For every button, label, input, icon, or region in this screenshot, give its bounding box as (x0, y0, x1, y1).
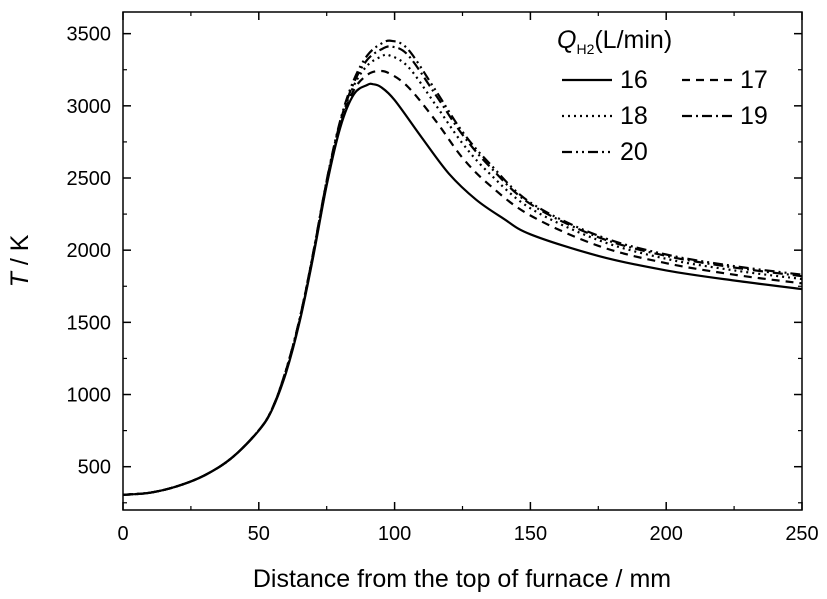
y-axis-title-symbol: T (6, 270, 34, 287)
x-tick-label: 200 (650, 523, 683, 545)
legend-title-unit: (L/min) (594, 26, 672, 54)
legend-label-19: 19 (740, 102, 768, 130)
series-line-20 (122, 39, 803, 496)
y-tick-label: 1500 (67, 312, 112, 334)
legend: QH2(L/min) 16 17 18 19 20 (557, 26, 768, 166)
series-line-18 (122, 53, 803, 496)
axis-tick-labels: 0 50 100 150 200 250 500 1000 1500 2000 2500 3000 35… (67, 24, 819, 545)
y-tick-label: 1000 (67, 385, 112, 407)
series-line-16 (122, 82, 803, 496)
series-lines (122, 39, 803, 496)
y-tick-label: 3500 (67, 24, 112, 46)
legend-title: QH2(L/min) (557, 26, 672, 57)
y-axis-title-unit: / K (6, 234, 34, 272)
plot-frame (122, 11, 803, 511)
series-line-19 (122, 45, 803, 496)
legend-title-symbol: Q (557, 26, 576, 54)
y-tick-label: 3000 (67, 96, 112, 118)
x-tick-label: 250 (785, 523, 818, 545)
y-axis-title: T / K (6, 234, 34, 287)
x-axis-title: Distance from the top of furnace / mm (253, 565, 671, 593)
legend-title-subscript: H2 (576, 41, 594, 57)
legend-label-18: 18 (620, 102, 648, 130)
x-tick-label: 150 (514, 523, 547, 545)
series-line-17 (122, 69, 803, 496)
y-tick-label: 500 (78, 457, 111, 479)
y-tick-label: 2500 (67, 168, 112, 190)
legend-label-17: 17 (740, 66, 768, 94)
x-tick-label: 0 (117, 523, 128, 545)
legend-items: 16 17 18 19 20 (562, 66, 768, 166)
y-tick-label: 2000 (67, 240, 112, 262)
legend-label-20: 20 (620, 138, 648, 166)
x-tick-label: 50 (248, 523, 270, 545)
x-tick-label: 100 (378, 523, 411, 545)
legend-label-16: 16 (620, 66, 648, 94)
axis-ticks (122, 12, 803, 510)
